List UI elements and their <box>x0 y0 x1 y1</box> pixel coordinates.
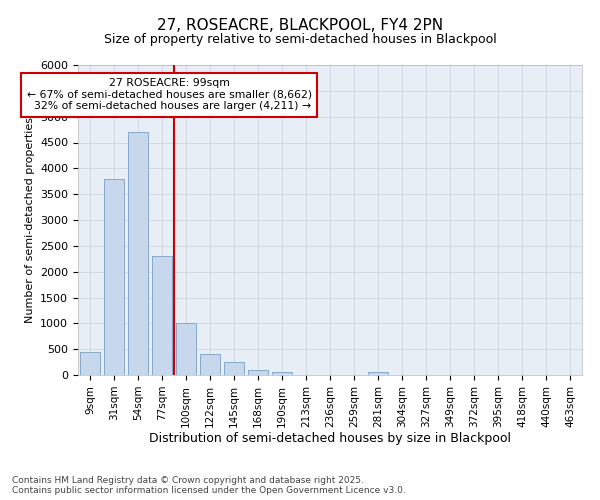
Bar <box>368 372 388 375</box>
Bar <box>152 256 172 375</box>
Bar <box>80 352 100 375</box>
Bar <box>248 370 268 375</box>
Y-axis label: Number of semi-detached properties: Number of semi-detached properties <box>25 117 35 323</box>
Text: Contains HM Land Registry data © Crown copyright and database right 2025.
Contai: Contains HM Land Registry data © Crown c… <box>12 476 406 495</box>
X-axis label: Distribution of semi-detached houses by size in Blackpool: Distribution of semi-detached houses by … <box>149 432 511 446</box>
Bar <box>272 372 292 375</box>
Bar <box>224 362 244 375</box>
Text: 27 ROSEACRE: 99sqm
← 67% of semi-detached houses are smaller (8,662)
  32% of se: 27 ROSEACRE: 99sqm ← 67% of semi-detache… <box>26 78 312 111</box>
Bar <box>104 178 124 375</box>
Text: Size of property relative to semi-detached houses in Blackpool: Size of property relative to semi-detach… <box>104 32 496 46</box>
Bar <box>176 324 196 375</box>
Text: 27, ROSEACRE, BLACKPOOL, FY4 2PN: 27, ROSEACRE, BLACKPOOL, FY4 2PN <box>157 18 443 32</box>
Bar <box>200 354 220 375</box>
Bar <box>128 132 148 375</box>
